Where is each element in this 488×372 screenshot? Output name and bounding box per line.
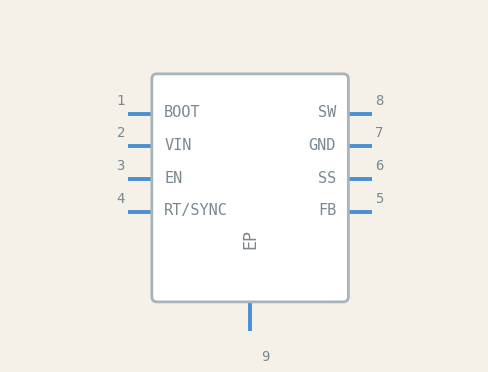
Text: SW: SW [318, 105, 336, 120]
Text: EN: EN [164, 170, 183, 186]
Text: EP: EP [241, 229, 259, 249]
Text: SS: SS [318, 170, 336, 186]
Text: 4: 4 [117, 192, 125, 205]
Text: 5: 5 [375, 192, 384, 205]
Text: 1: 1 [117, 93, 125, 108]
Text: 8: 8 [375, 93, 384, 108]
Text: 7: 7 [375, 126, 384, 140]
Text: 3: 3 [117, 159, 125, 173]
Text: 9: 9 [262, 350, 270, 364]
Text: BOOT: BOOT [164, 105, 201, 120]
Text: FB: FB [318, 203, 336, 218]
Text: VIN: VIN [164, 138, 192, 153]
FancyBboxPatch shape [152, 74, 348, 302]
Text: 2: 2 [117, 126, 125, 140]
Text: RT/SYNC: RT/SYNC [164, 203, 228, 218]
Text: 6: 6 [375, 159, 384, 173]
Text: GND: GND [308, 138, 336, 153]
